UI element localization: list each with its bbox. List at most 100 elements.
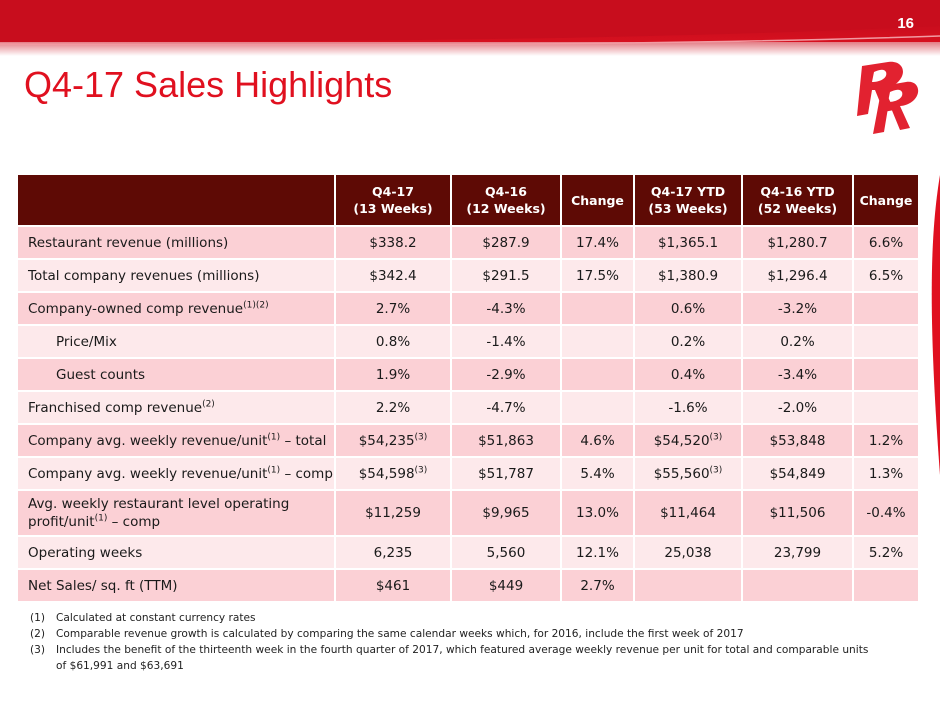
cell-value: $54,520(3) — [633, 423, 742, 457]
table-row-operating-weeks: Operating weeks 6,235 5,560 12.1% 25,038… — [18, 535, 918, 569]
cell-value: -1.4% — [450, 324, 561, 358]
cell-value: $11,259 — [334, 489, 451, 536]
cell-value: 23,799 — [741, 535, 853, 569]
cell-value: 1.9% — [334, 357, 451, 391]
header-cell-ytd-change: Change — [852, 175, 918, 226]
cell-value: $291.5 — [450, 258, 561, 292]
cell-value: $51,863 — [450, 423, 561, 457]
cell-value: $1,280.7 — [741, 225, 853, 259]
cell-value: 2.2% — [334, 390, 451, 424]
table-row-price-mix: Price/Mix 0.8% -1.4% 0.2% 0.2% — [18, 324, 918, 358]
cell-value: $449 — [450, 568, 561, 601]
cell-value: 2.7% — [334, 291, 451, 325]
page-number: 16 — [897, 15, 914, 32]
right-edge-swoosh — [931, 175, 940, 475]
row-label: Net Sales/ sq. ft (TTM) — [18, 568, 335, 601]
cell-value — [852, 357, 918, 391]
cell-value: $342.4 — [334, 258, 451, 292]
cell-value: 2.7% — [560, 568, 634, 601]
table-row-avg-weekly-revenue-comp: Company avg. weekly revenue/unit(1) – co… — [18, 456, 918, 490]
cell-value — [633, 568, 742, 601]
cell-value — [560, 324, 634, 358]
row-label: Avg. weekly restaurant level operating pr… — [18, 489, 335, 536]
row-label: Total company revenues (millions) — [18, 258, 335, 292]
cell-value: -4.7% — [450, 390, 561, 424]
cell-value: $54,849 — [741, 456, 853, 490]
cell-value — [560, 390, 634, 424]
cell-value: $9,965 — [450, 489, 561, 536]
table-row-company-owned-comp-revenue: Company-owned comp revenue(1)(2) 2.7% -4… — [18, 291, 918, 325]
cell-value: 5,560 — [450, 535, 561, 569]
cell-value: 6.5% — [852, 258, 918, 292]
sales-highlights-table: Q4-17 (13 Weeks) Q4-16 (12 Weeks) Change Q… — [18, 175, 918, 601]
cell-value: 0.6% — [633, 291, 742, 325]
cell-value: 12.1% — [560, 535, 634, 569]
cell-value: $54,235(3) — [334, 423, 451, 457]
cell-value: -1.6% — [633, 390, 742, 424]
cell-value: -0.4% — [852, 489, 918, 536]
cell-value: -2.0% — [741, 390, 853, 424]
cell-value — [852, 291, 918, 325]
row-label: Company avg. weekly revenue/unit(1) – to… — [18, 423, 335, 457]
cell-value: 5.2% — [852, 535, 918, 569]
table-row-restaurant-revenue: Restaurant revenue (millions) $338.2 $28… — [18, 225, 918, 259]
cell-value: 0.2% — [741, 324, 853, 358]
header-curve — [0, 0, 940, 46]
row-label: Operating weeks — [18, 535, 335, 569]
cell-value: $11,464 — [633, 489, 742, 536]
row-label: Company-owned comp revenue(1)(2) — [18, 291, 335, 325]
table-row-total-company-revenues: Total company revenues (millions) $342.4… — [18, 258, 918, 292]
red-robin-rr-logo-icon — [857, 61, 919, 134]
cell-value: $54,598(3) — [334, 456, 451, 490]
cell-value: -2.9% — [450, 357, 561, 391]
header-cell-label — [18, 175, 335, 226]
cell-value: 1.3% — [852, 456, 918, 490]
header-cell-q4-16: Q4-16 (12 Weeks) — [450, 175, 561, 226]
row-label: Company avg. weekly revenue/unit(1) – co… — [18, 456, 335, 490]
cell-value: 6.6% — [852, 225, 918, 259]
header-cell-q4-16-ytd: Q4-16 YTD (52 Weeks) — [741, 175, 853, 226]
cell-value — [560, 291, 634, 325]
header-cell-change: Change — [560, 175, 634, 226]
row-label: Restaurant revenue (millions) — [18, 225, 335, 259]
footnote-1: (1) Calculated at constant currency rates — [30, 612, 256, 624]
table-header-row: Q4-17 (13 Weeks) Q4-16 (12 Weeks) Change Q… — [18, 175, 918, 226]
cell-value: $51,787 — [450, 456, 561, 490]
footnote-3-continuation: of $61,991 and $63,691 — [56, 660, 184, 672]
table-row-guest-counts: Guest counts 1.9% -2.9% 0.4% -3.4% — [18, 357, 918, 391]
footnote-3: (3) Includes the benefit of the thirteent… — [30, 644, 869, 656]
cell-value: 6,235 — [334, 535, 451, 569]
row-label: Franchised comp revenue(2) — [18, 390, 335, 424]
cell-value: 4.6% — [560, 423, 634, 457]
footnotes: (1) Calculated at constant currency rates… — [30, 610, 910, 674]
cell-value — [852, 568, 918, 601]
slide-title: Q4-17 Sales Highlights — [24, 64, 393, 105]
cell-value: $338.2 — [334, 225, 451, 259]
row-label: Price/Mix — [18, 324, 335, 358]
cell-value — [852, 324, 918, 358]
cell-value: 25,038 — [633, 535, 742, 569]
footnote-2: (2) Comparable revenue growth is calculat… — [30, 628, 744, 640]
cell-value — [741, 568, 853, 601]
cell-value: 13.0% — [560, 489, 634, 536]
table-row-net-sales-per-sq-ft: Net Sales/ sq. ft (TTM) $461 $449 2.7% — [18, 568, 918, 601]
cell-value: $55,560(3) — [633, 456, 742, 490]
header-cell-q4-17-ytd: Q4-17 YTD (53 Weeks) — [633, 175, 742, 226]
cell-value — [852, 390, 918, 424]
cell-value: $287.9 — [450, 225, 561, 259]
cell-value: 17.5% — [560, 258, 634, 292]
cell-value: 0.8% — [334, 324, 451, 358]
cell-value: 0.2% — [633, 324, 742, 358]
cell-value: $53,848 — [741, 423, 853, 457]
cell-value: 17.4% — [560, 225, 634, 259]
cell-value: $461 — [334, 568, 451, 601]
cell-value: $1,296.4 — [741, 258, 853, 292]
cell-value: -4.3% — [450, 291, 561, 325]
row-label: Guest counts — [18, 357, 335, 391]
cell-value: -3.4% — [741, 357, 853, 391]
cell-value — [560, 357, 634, 391]
cell-value: $1,365.1 — [633, 225, 742, 259]
cell-value: 5.4% — [560, 456, 634, 490]
table-row-franchised-comp-revenue: Franchised comp revenue(2) 2.2% -4.7% -1… — [18, 390, 918, 424]
table-row-avg-weekly-revenue-total: Company avg. weekly revenue/unit(1) – to… — [18, 423, 918, 457]
